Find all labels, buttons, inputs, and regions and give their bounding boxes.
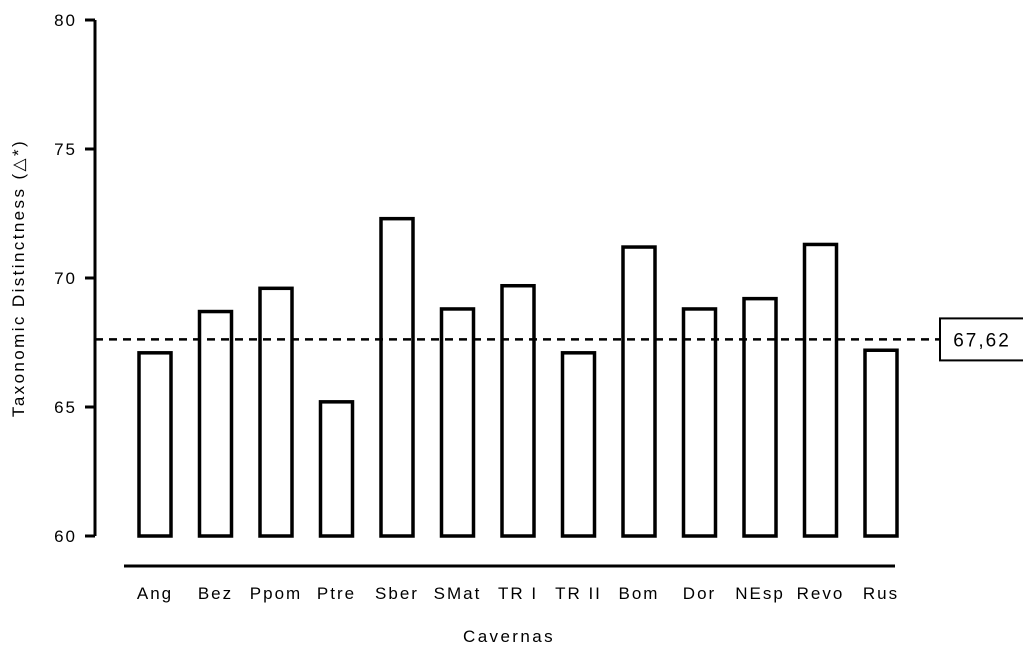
y-tick-label: 65	[54, 398, 77, 417]
y-axis-title: Taxonomic Distinctness (△*)	[9, 139, 28, 417]
bar	[560, 351, 597, 538]
bars	[137, 216, 899, 538]
x-tick-label: Dor	[683, 584, 716, 603]
bar	[621, 245, 657, 538]
x-tick-label: NEsp	[735, 584, 785, 603]
bar	[802, 242, 839, 538]
y-axis: 60 65 70 75 80	[54, 11, 97, 546]
x-tick-label: SMat	[434, 584, 482, 603]
bar	[258, 286, 294, 538]
x-tick-label: Rus	[863, 584, 899, 603]
reference-label-box	[939, 317, 1023, 362]
reference-label: 67,62	[953, 330, 1011, 351]
x-axis-title: Cavernas	[463, 627, 555, 646]
x-tick-label: Sber	[375, 584, 419, 603]
bar	[500, 283, 536, 538]
bar	[863, 348, 899, 538]
x-axis: Ang Bez Ppom Ptre Sber SMat TR I TR II Bom Dor NEs…	[124, 564, 899, 603]
x-tick-label: Bom	[619, 584, 660, 603]
y-tick-label: 80	[54, 11, 77, 30]
x-tick-label: Ppom	[250, 584, 302, 603]
bar	[137, 351, 173, 538]
y-tick-label: 60	[54, 527, 77, 546]
bar	[681, 307, 718, 538]
bar	[379, 216, 415, 538]
bar	[318, 400, 355, 538]
bar	[742, 296, 778, 538]
x-tick-label: Revo	[797, 584, 845, 603]
x-tick-label: TR I	[498, 584, 538, 603]
x-tick-label: Bez	[198, 584, 233, 603]
x-tick-label: Ang	[137, 584, 173, 603]
x-tick-label: Ptre	[317, 584, 356, 603]
y-tick-label: 70	[54, 269, 77, 288]
bar	[439, 307, 476, 538]
y-tick-label: 75	[54, 140, 77, 159]
reference-line-group: 67,62	[95, 317, 1023, 362]
bar	[197, 309, 234, 538]
x-tick-label: TR II	[555, 584, 602, 603]
